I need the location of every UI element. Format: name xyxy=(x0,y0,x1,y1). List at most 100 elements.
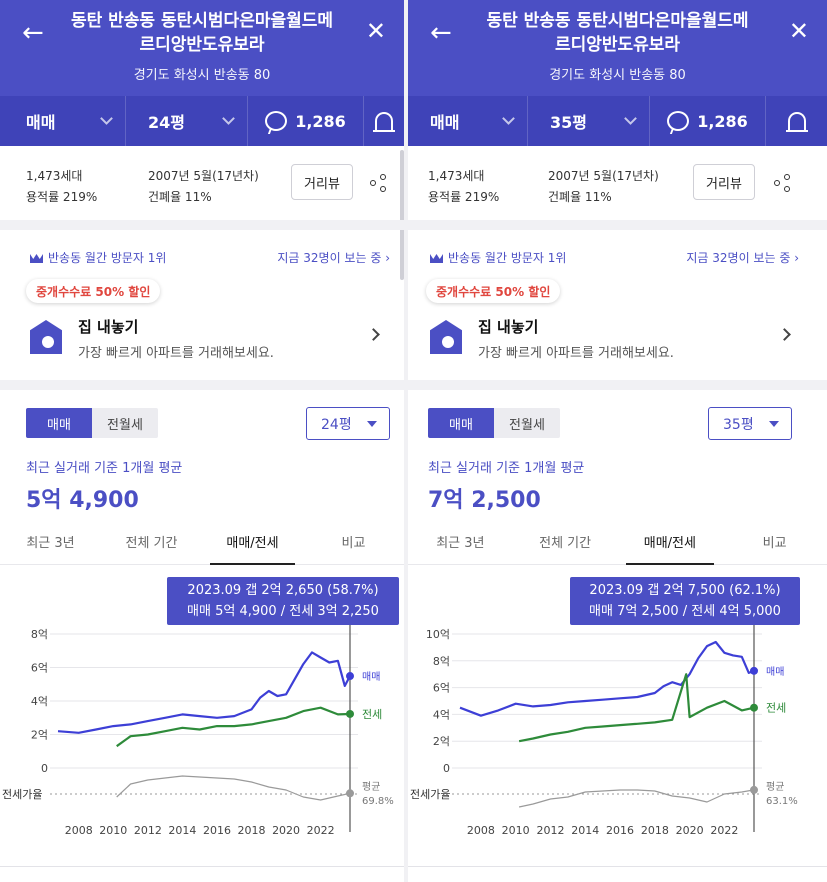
listing-subtitle: 가장 빠르게 아파트를 거래해보세요. xyxy=(478,346,674,361)
sell-listing-banner[interactable]: 집 내놓기 가장 빠르게 아파트를 거래해보세요. xyxy=(408,296,827,372)
pyeong-dropdown[interactable]: 24평 xyxy=(126,96,248,146)
house-icon xyxy=(30,320,62,354)
trade-type-dropdown[interactable]: 매매 xyxy=(0,96,126,146)
x-tick-label: 2012 xyxy=(536,824,564,837)
section-divider xyxy=(408,220,827,230)
visitor-rank: 반송동 월간 방문자 1위 xyxy=(30,249,166,266)
sell-listing-banner[interactable]: 집 내놓기 가장 빠르게 아파트를 거래해보세요. xyxy=(0,296,404,372)
complex-info: 1,473세대 용적률 219% 2007년 5월(17년차) 건폐율 11% … xyxy=(0,146,404,220)
x-tick-label: 2018 xyxy=(238,824,266,837)
house-icon xyxy=(430,320,462,354)
alert-button[interactable] xyxy=(766,96,827,146)
listing-subtitle: 가장 빠르게 아파트를 거래해보세요. xyxy=(78,346,274,361)
tab-all-period[interactable]: 전체 기간 xyxy=(125,536,178,551)
page-title: 동탄 반송동 동탄시범다은마을월드메 르디앙반도유보라 xyxy=(458,9,777,57)
section-divider xyxy=(0,220,404,230)
tab-recent-3y[interactable]: 최근 3년 xyxy=(436,536,485,551)
x-tick-label: 2016 xyxy=(203,824,231,837)
title-line-1: 동탄 반송동 동탄시범다은마을월드메 xyxy=(70,11,334,31)
discount-badge: 중개수수료 50% 할인 xyxy=(26,279,161,303)
series-end-point-sale xyxy=(750,666,758,675)
series-end-point-ratio xyxy=(750,785,758,794)
trade-type-dropdown[interactable]: 매매 xyxy=(408,96,528,146)
bottom-divider xyxy=(408,866,827,867)
pyeong-select[interactable]: 24평 xyxy=(306,407,390,440)
end-label-lease: 전세 xyxy=(362,708,382,721)
close-icon[interactable]: ✕ xyxy=(788,17,809,45)
caret-down-icon xyxy=(367,421,377,427)
end-label-sale: 매매 xyxy=(766,666,784,678)
tab-sale[interactable]: 매매 xyxy=(26,408,92,438)
back-arrow-icon[interactable]: ← xyxy=(430,18,452,48)
scrollbar[interactable] xyxy=(400,150,404,280)
tab-compare[interactable]: 비교 xyxy=(762,536,787,551)
comments-button[interactable]: 1,286 xyxy=(248,96,364,146)
pyeong-label: 24평 xyxy=(148,113,185,132)
visitor-rank: 반송동 월간 방문자 1위 xyxy=(430,249,566,266)
comment-count: 1,286 xyxy=(697,111,748,131)
series-line-ratio xyxy=(518,789,755,808)
comment-icon xyxy=(667,111,690,131)
x-tick-label: 2012 xyxy=(134,824,162,837)
trade-type-label: 매매 xyxy=(26,113,56,132)
x-tick-label: 2010 xyxy=(502,824,530,837)
tab-recent-3y[interactable]: 최근 3년 xyxy=(26,536,75,551)
households: 1,473세대 xyxy=(428,169,485,183)
street-view-button[interactable]: 거리뷰 xyxy=(693,164,755,200)
y-tick-label: 2억 xyxy=(31,729,48,742)
series-line-lease xyxy=(116,706,351,748)
tab-lease[interactable]: 전월세 xyxy=(92,408,158,438)
tab-all-period[interactable]: 전체 기간 xyxy=(539,536,592,551)
alert-button[interactable] xyxy=(364,96,404,146)
share-icon[interactable] xyxy=(774,174,792,192)
title-line-2: 르디앙반도유보라 xyxy=(554,35,681,55)
page-title: 동탄 반송동 동탄시범다은마을월드메 르디앙반도유보라 xyxy=(50,9,354,57)
pyeong-label: 35평 xyxy=(550,113,587,132)
tab-sale-lease[interactable]: 매매/전세 xyxy=(202,525,303,565)
y-tick-label: 10억 xyxy=(426,628,450,641)
listing-title: 집 내놓기 xyxy=(478,318,539,336)
visitor-banner[interactable]: 반송동 월간 방문자 1위 지금 32명이 보는 중 › xyxy=(408,230,827,282)
price-chart-svg: 8억 6억 4억 2억 0 전세가율 2008 2010 2012 2014 2016 2018 202… xyxy=(2,624,394,837)
comments-button[interactable]: 1,286 xyxy=(650,96,766,146)
y-tick-label: 6억 xyxy=(433,682,450,695)
street-view-button[interactable]: 거리뷰 xyxy=(291,164,353,200)
price-chart[interactable]: 8억 6억 4억 2억 0 전세가율 2008 2010 2012 2014 2016 2018 202… xyxy=(0,572,404,862)
info-col-1: 1,473세대 용적률 219% xyxy=(26,166,97,208)
close-icon[interactable]: ✕ xyxy=(365,17,386,45)
bell-icon xyxy=(373,112,395,132)
built-date: 2007년 5월(17년차) xyxy=(148,169,259,183)
viewers: 지금 32명이 보는 중 › xyxy=(277,251,390,265)
rank-text: 반송동 월간 방문자 1위 xyxy=(448,251,567,265)
end-label-lease: 전세 xyxy=(766,702,786,715)
pyeong-dropdown[interactable]: 35평 xyxy=(528,96,650,146)
crown-icon xyxy=(430,254,443,263)
x-tick-label: 2014 xyxy=(571,824,599,837)
panel-divider xyxy=(404,0,408,882)
tab-sale-lease[interactable]: 매매/전세 xyxy=(618,525,723,565)
chart-tooltip: 2023.09 갭 2억 2,650 (58.7%) 매매 5억 4,900 /… xyxy=(167,577,399,625)
tab-lease[interactable]: 전월세 xyxy=(494,408,560,438)
filter-bar: 매매 35평 1,286 xyxy=(408,96,827,146)
series-line-lease xyxy=(518,673,755,743)
back-arrow-icon[interactable]: ← xyxy=(22,18,44,48)
viewers: 지금 32명이 보는 중 › xyxy=(686,251,799,265)
tab-compare[interactable]: 비교 xyxy=(341,536,366,551)
visitor-banner[interactable]: 반송동 월간 방문자 1위 지금 32명이 보는 중 › xyxy=(0,230,404,282)
y-tick-label: 8억 xyxy=(31,628,48,641)
comment-count: 1,286 xyxy=(295,111,346,131)
pyeong-select[interactable]: 35평 xyxy=(708,407,792,440)
header: ← 동탄 반송동 동탄시범다은마을월드메 르디앙반도유보라 ✕ 경기도 화성시 … xyxy=(0,0,404,96)
share-icon[interactable] xyxy=(370,174,388,192)
chevron-right-icon xyxy=(367,328,380,341)
section-divider xyxy=(408,380,827,390)
avg-price-label: 최근 실거래 기준 1개월 평균 xyxy=(26,461,183,476)
series-line-sale xyxy=(459,640,755,717)
series-end-point-ratio xyxy=(346,789,354,798)
period-tabs: 최근 3년 전체 기간 매매/전세 비교 xyxy=(0,525,404,565)
discount-badge: 중개수수료 50% 할인 xyxy=(426,279,561,303)
price-chart[interactable]: 10억 8억 6억 4억 2억 0 전세가율 2008 2010 2012 2014 2016 2018… xyxy=(408,572,827,862)
pyeong-select-value: 24평 xyxy=(321,416,352,433)
x-tick-label: 2020 xyxy=(272,824,300,837)
tab-sale[interactable]: 매매 xyxy=(428,408,494,438)
